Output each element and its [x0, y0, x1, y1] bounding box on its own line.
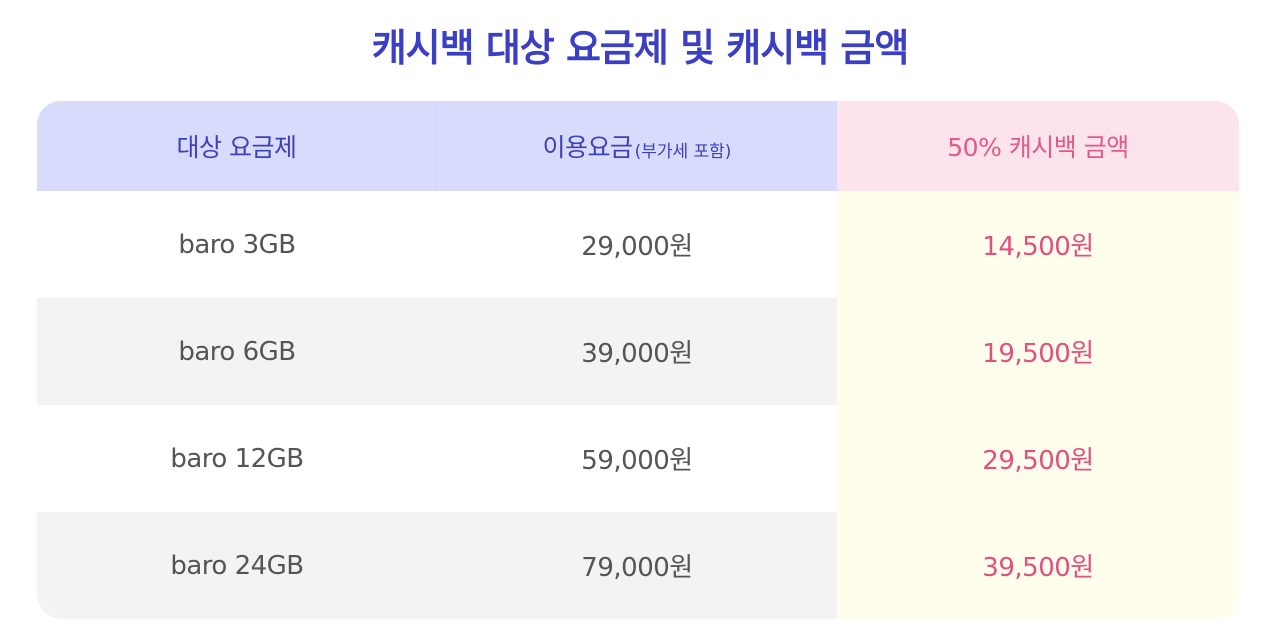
fee-cell: 39,000원 [437, 298, 837, 405]
fee-cell: 79,000원 [437, 512, 837, 619]
table-row: baro 24GB 79,000원 39,500원 [37, 512, 1239, 619]
cashback-cell: 29,500원 [837, 405, 1239, 512]
table-row: baro 12GB 59,000원 29,500원 [37, 405, 1239, 512]
cashback-cell: 39,500원 [837, 512, 1239, 619]
header-fee: 이용요금 (부가세 포함) [437, 101, 837, 191]
header-plan-label: 대상 요금제 [176, 133, 297, 162]
header-fee-label: 이용요금 [542, 133, 634, 162]
page-title: 캐시백 대상 요금제 및 캐시백 금액 [371, 26, 910, 70]
header-plan: 대상 요금제 [37, 101, 437, 191]
table-row: baro 6GB 39,000원 19,500원 [37, 298, 1239, 405]
fee-cell: 59,000원 [437, 405, 837, 512]
plan-cell: baro 12GB [37, 405, 437, 512]
header-fee-note: (부가세 포함) [634, 141, 732, 162]
table-header-row: 대상 요금제 이용요금 (부가세 포함) 50% 캐시백 금액 [37, 101, 1239, 191]
fee-cell: 29,000원 [437, 191, 837, 298]
plan-cell: baro 3GB [37, 191, 437, 298]
cashback-table: 대상 요금제 이용요금 (부가세 포함) 50% 캐시백 금액 baro 3GB … [37, 101, 1239, 619]
table-row: baro 3GB 29,000원 14,500원 [37, 191, 1239, 298]
header-cashback-label: 50% 캐시백 금액 [947, 133, 1129, 162]
header-cashback: 50% 캐시백 금액 [837, 101, 1239, 191]
cashback-cell: 19,500원 [837, 298, 1239, 405]
cashback-cell: 14,500원 [837, 191, 1239, 298]
plan-cell: baro 6GB [37, 298, 437, 405]
plan-cell: baro 24GB [37, 512, 437, 619]
